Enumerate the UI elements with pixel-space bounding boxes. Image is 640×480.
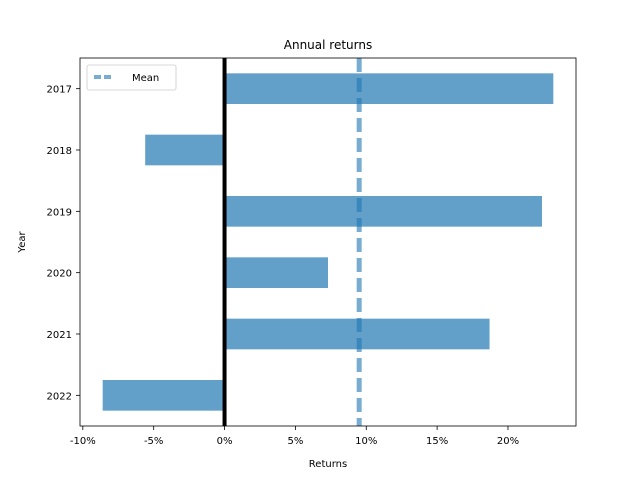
bar-2020 (224, 257, 328, 288)
y-tick-label: 2017 (47, 85, 72, 96)
x-tick-label: -5% (144, 436, 163, 447)
chart-title: Annual returns (284, 38, 372, 52)
y-tick-label: 2020 (47, 269, 72, 280)
x-tick-label: 15% (426, 436, 448, 447)
reference-lines (222, 58, 362, 426)
plot-frame (79, 57, 577, 427)
x-tick-label: -10% (70, 436, 96, 447)
y-tick-label: 2021 (47, 330, 72, 341)
legend: Mean (86, 64, 177, 91)
x-tick-label: 20% (497, 436, 519, 447)
legend-box (86, 64, 177, 91)
bar-2019 (224, 196, 542, 227)
bar-2022 (102, 380, 225, 411)
legend-mean-label: Mean (132, 73, 159, 84)
y-axis-title: Year (17, 231, 28, 254)
x-axis-title: Returns (309, 459, 347, 470)
bar-2017 (224, 73, 554, 104)
x-tick-label: 5% (287, 436, 303, 447)
x-axis-ticks: -10% -5% 0% 5% 10% 15% 20% (70, 426, 519, 447)
x-tick-label: 10% (355, 436, 377, 447)
y-tick-label: 2019 (47, 207, 72, 218)
y-tick-label: 2018 (47, 146, 72, 157)
bar-2018 (145, 134, 225, 166)
y-axis-ticks: 2017 2018 2019 2020 2021 2022 (47, 85, 80, 402)
x-tick-label: 0% (217, 436, 233, 447)
y-tick-label: 2022 (47, 391, 72, 402)
bars-group (102, 73, 554, 411)
